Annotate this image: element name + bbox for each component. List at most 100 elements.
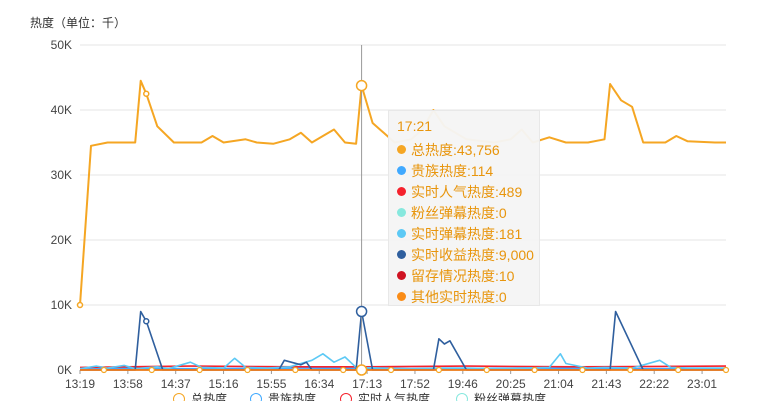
x-tick-label: 20:25 [496,377,526,391]
x-tick-label: 15:55 [256,377,286,391]
tooltip-row-label: 贵族热度 [411,162,467,179]
tooltip-row-label: 实时人气热度 [411,183,495,200]
tooltip-row: 留存情况热度: 10 [397,265,531,286]
chart-legend: 总热度 贵族热度 实时人气热度 粉丝弹幕热度 [0,392,774,401]
legend-item[interactable]: 粉丝弹幕热度 [456,392,546,401]
series-dot-icon [397,166,406,175]
x-tick-label: 21:04 [544,377,574,391]
tooltip-row-value: 181 [498,225,523,242]
data-point-marker [76,301,84,309]
x-tick-label: 17:52 [400,377,430,391]
legend-item[interactable]: 总热度 [173,392,227,401]
legend-circle-icon [340,393,352,401]
legend-label: 粉丝弹幕热度 [474,392,547,401]
tooltip-separator: : [495,183,499,200]
x-axis: 13:19 13:58 14:37 15:16 15:55 16:34 17:13 17:52… [65,370,717,391]
legend-label: 实时人气热度 [358,392,431,401]
axis-point-marker [292,366,299,374]
tooltip-row-label: 实时收益热度 [411,246,495,263]
data-point-marker [355,305,368,318]
legend-label: 贵族热度 [268,392,317,401]
y-tick-label: 30K [51,168,72,182]
axis-point-marker [531,366,538,374]
series-dot-icon [397,208,406,217]
tooltip-row: 贵族热度: 114 [397,160,531,181]
tooltip-row-label: 总热度 [411,141,453,158]
series-dot-icon [397,145,406,154]
tooltip-separator: : [467,162,471,179]
data-point-marker [355,79,368,92]
y-tick-label: 40K [51,103,72,117]
axis-point-marker [340,366,347,374]
tooltip-row-label: 实时弹幕热度 [411,225,495,242]
axis-point-marker [387,366,395,374]
x-tick-label: 19:46 [448,377,478,391]
tooltip-time: 17:21 [397,118,433,134]
series-line [79,352,726,370]
axis-point-marker [100,366,108,374]
tooltip-separator: : [495,288,499,305]
axis-point-marker [722,366,730,374]
tooltip-rows: 总热度: 43,756 贵族热度: 114 实时人气热度: 489 粉丝弹幕热度: 0… [397,139,534,307]
y-tick-label: 50K [51,38,72,52]
legend-circle-icon [173,393,185,401]
legend-item[interactable]: 实时人气热度 [340,392,430,401]
x-tick-label: 23:01 [687,377,717,391]
data-tooltip: 17:21 总热度: 43,756 贵族热度: 114 实时人气热度: 489 粉丝弹… [388,110,540,306]
tooltip-row: 粉丝弹幕热度: 0 [397,202,531,223]
point-markers [76,79,730,376]
axis-point-marker [435,366,442,374]
tooltip-row: 实时收益热度: 9,000 [397,244,534,265]
x-tick-label: 13:58 [113,377,143,391]
legend-circle-icon [250,393,262,401]
tooltip-row: 实时弹幕热度: 181 [397,223,531,244]
tooltip-separator: : [495,246,499,263]
x-tick-label: 17:13 [352,377,382,391]
series-line [80,310,726,371]
legend-label: 总热度 [191,392,228,401]
legend-circle-icon [456,393,468,401]
y-tick-label: 0K [57,363,72,377]
tooltip-row-value: 489 [498,183,523,200]
tooltip-separator: : [495,204,499,221]
data-point-marker [143,318,150,325]
data-point-marker [143,90,150,97]
axis-point-marker [675,366,682,374]
y-tick-label: 20K [51,233,72,247]
x-tick-label: 15:16 [209,377,239,391]
tooltip-row-label: 留存情况热度 [411,267,495,284]
tooltip-row-value: 0 [498,288,507,305]
axis-point-marker [148,366,155,374]
tooltip-separator: : [495,267,499,284]
tooltip-row: 总热度: 43,756 [397,139,531,160]
y-tick-label: 10K [51,298,72,312]
x-tick-label: 13:19 [65,377,95,391]
tooltip-row-label: 粉丝弹幕热度 [411,204,495,221]
series-dot-icon [397,229,406,238]
x-tick-label: 16:34 [304,377,334,391]
axis-point-marker [627,366,634,374]
axis-point-marker [483,366,490,374]
series-line [79,79,726,306]
series-dot-icon [397,271,406,280]
series-dot-icon [397,292,406,301]
tooltip-separator: : [453,141,457,158]
tooltip-row-label: 其他实时热度 [411,288,495,305]
tooltip-separator: : [495,225,499,242]
axis-point-marker [244,366,251,374]
tooltip-row-value: 9,000 [498,246,534,263]
tooltip-row-value: 43,756 [456,141,500,158]
tooltip-row: 其他实时热度: 0 [397,286,531,307]
legend-item[interactable]: 贵族热度 [250,392,316,401]
tooltip-row-value: 10 [498,267,515,284]
tooltip-row-value: 114 [470,162,494,179]
data-point-marker [355,364,368,376]
series-dot-icon [397,187,406,196]
axis-point-marker [196,366,203,374]
y-axis-ticks: 0K 10K 20K 30K 40K 50K [51,38,72,377]
x-tick-label: 22:22 [639,377,669,391]
x-tick-label: 21:43 [591,377,621,391]
y-axis-title: 热度（单位：千） [30,16,127,30]
tooltip-row-value: 0 [498,204,507,221]
